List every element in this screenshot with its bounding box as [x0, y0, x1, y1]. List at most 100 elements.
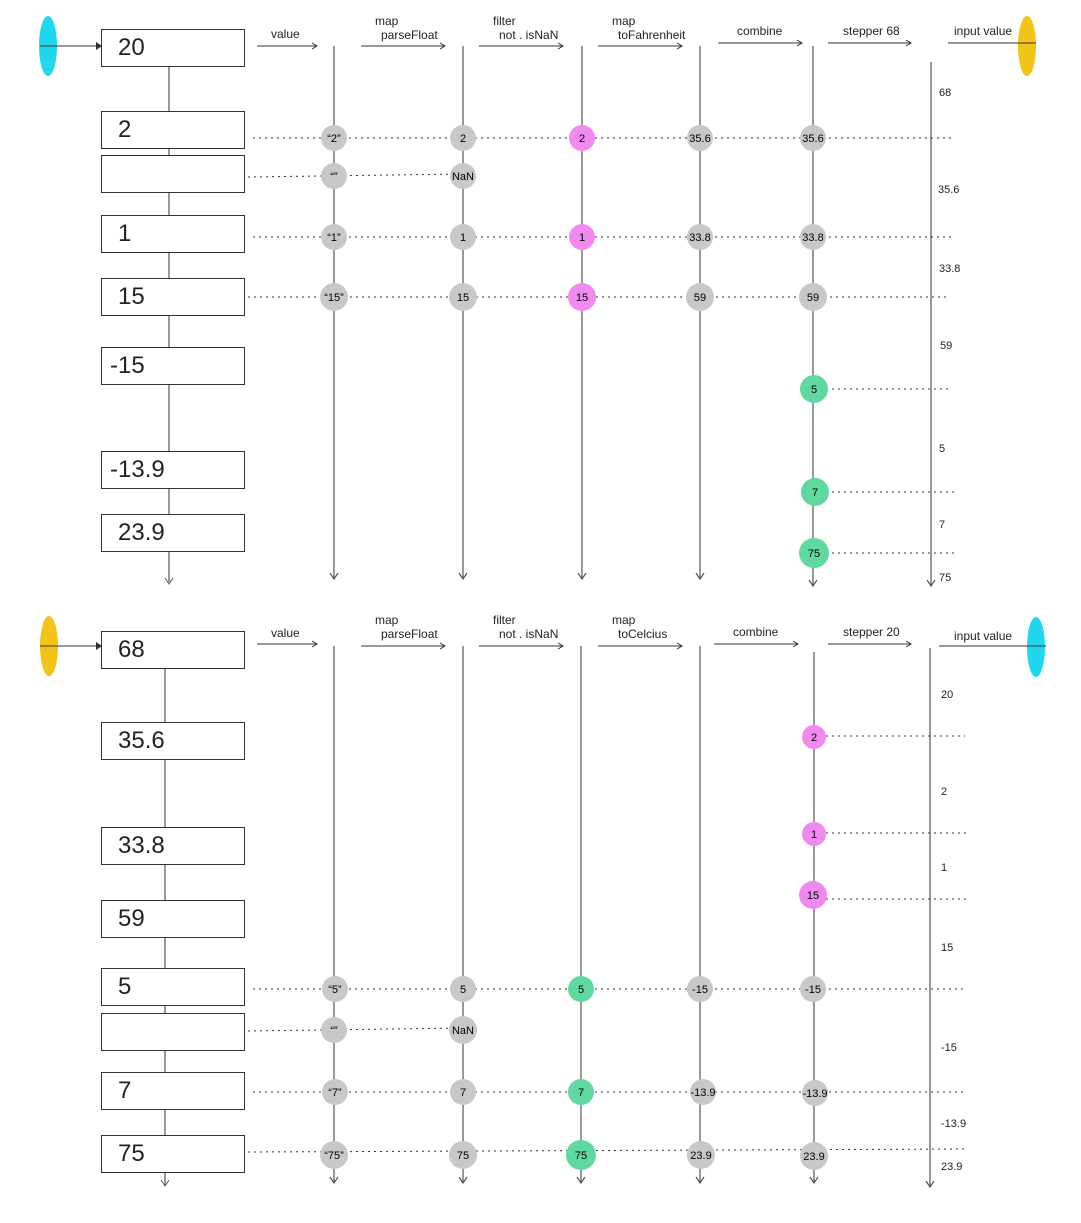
- event-node: -13.9: [690, 1079, 716, 1105]
- input-box[interactable]: 35.6: [101, 722, 245, 760]
- sink-ellipse: [1018, 16, 1036, 76]
- output-label: 15: [941, 942, 954, 954]
- event-node: “”: [321, 163, 347, 189]
- input-box[interactable]: 75: [101, 1135, 245, 1173]
- external-event-node: 7: [801, 478, 829, 506]
- input-box[interactable]: 7: [101, 1072, 245, 1110]
- svg-text:-15: -15: [692, 984, 708, 996]
- svg-text:2: 2: [811, 732, 817, 744]
- event-node: “75”: [320, 1141, 348, 1169]
- input-box[interactable]: 23.9: [101, 514, 245, 552]
- output-label: 20: [941, 689, 954, 701]
- svg-text:NaN: NaN: [452, 171, 474, 183]
- svg-text:-13.9: -13.9: [690, 1087, 715, 1099]
- input-box[interactable]: -15: [101, 347, 245, 385]
- svg-text:75: 75: [808, 548, 820, 560]
- input-box[interactable]: 59: [101, 900, 245, 938]
- output-label: -13.9: [941, 1118, 967, 1130]
- external-event-node: 5: [800, 375, 828, 403]
- svg-text:2: 2: [579, 133, 585, 145]
- svg-text:NaN: NaN: [452, 1025, 474, 1037]
- header-map-title: map: [375, 14, 399, 28]
- input-box[interactable]: 15: [101, 278, 245, 316]
- event-node: 5: [450, 976, 476, 1002]
- svg-text:33.8: 33.8: [802, 232, 823, 244]
- event-node: 23.9: [800, 1142, 828, 1170]
- header-filter-title: filter: [493, 14, 516, 28]
- event-node: 59: [686, 283, 714, 311]
- svg-text:7: 7: [460, 1087, 466, 1099]
- svg-text:-13.9: -13.9: [802, 1088, 827, 1100]
- pipeline-graph: “2” 2 2 35.6 35.6 “” NaN “1” 1 1 33.8 33…: [39, 16, 1036, 588]
- svg-text:15: 15: [576, 292, 588, 304]
- event-node: 15: [568, 283, 596, 311]
- event-node: 2: [569, 125, 595, 151]
- event-node: 2: [450, 125, 476, 151]
- event-node: 75: [449, 1141, 477, 1169]
- svg-text:“7”: “7”: [328, 1087, 342, 1099]
- input-box[interactable]: 1: [101, 215, 245, 253]
- svg-text:75: 75: [575, 1150, 587, 1162]
- event-node: 35.6: [687, 125, 713, 151]
- event-node: 35.6: [800, 125, 826, 151]
- header-value: value: [271, 27, 300, 41]
- header-filter-sub: not . isNaN: [499, 28, 559, 42]
- input-box[interactable]: [101, 1013, 245, 1051]
- stream-lines: [329, 46, 936, 588]
- header-map-title: map: [375, 613, 399, 627]
- svg-text:“2”: “2”: [327, 133, 341, 145]
- event-node: 23.9: [687, 1141, 715, 1169]
- input-box[interactable]: 33.8: [101, 827, 245, 865]
- output-label: 59: [940, 340, 953, 352]
- svg-text:“5”: “5”: [328, 984, 342, 996]
- event-node: NaN: [450, 163, 476, 189]
- header-combine: combine: [733, 625, 779, 639]
- input-box[interactable]: -13.9: [101, 451, 245, 489]
- event-node: 5: [568, 976, 594, 1002]
- svg-text:1: 1: [460, 232, 466, 244]
- event-node: “2”: [321, 125, 347, 151]
- header-output: input value: [954, 629, 1013, 643]
- pipeline-graph: 2 1 15 “5” 5 5 -15 -15 “” NaN “7” 7 7 -1…: [40, 616, 1046, 1189]
- output-label: 75: [939, 572, 952, 584]
- svg-text:5: 5: [578, 984, 584, 996]
- svg-text:1: 1: [579, 232, 585, 244]
- header-combine: combine: [737, 24, 783, 38]
- svg-text:7: 7: [812, 487, 818, 499]
- event-node: NaN: [449, 1016, 477, 1044]
- svg-text:“1”: “1”: [327, 232, 341, 244]
- svg-text:“”: “”: [330, 1025, 338, 1037]
- output-label: 23.9: [941, 1161, 963, 1173]
- event-node: 7: [568, 1079, 594, 1105]
- external-event-node: 75: [799, 538, 829, 568]
- input-box[interactable]: 20: [101, 29, 245, 67]
- external-event-node: 15: [799, 881, 827, 909]
- source-arrowhead: [96, 642, 102, 650]
- header-output: input value: [954, 24, 1013, 38]
- svg-text:“15”: “15”: [324, 292, 344, 304]
- output-label: 68: [939, 87, 952, 99]
- stream-lines: [329, 646, 935, 1189]
- output-label: 35.6: [938, 184, 960, 196]
- header-map2-title: map: [612, 613, 636, 627]
- svg-text:5: 5: [460, 984, 466, 996]
- event-node: “”: [321, 1017, 347, 1043]
- svg-text:7: 7: [578, 1087, 584, 1099]
- output-label: 33.8: [939, 263, 961, 275]
- sink-ellipse: [1027, 617, 1045, 677]
- svg-text:35.6: 35.6: [802, 133, 823, 145]
- event-node: 33.8: [687, 224, 713, 250]
- svg-text:15: 15: [457, 292, 469, 304]
- input-box[interactable]: 2: [101, 111, 245, 149]
- output-label: 7: [939, 519, 946, 531]
- header-stepper: stepper 20: [843, 625, 900, 639]
- event-node: 33.8: [800, 224, 826, 250]
- input-box[interactable]: [101, 155, 245, 193]
- input-box[interactable]: 5: [101, 968, 245, 1006]
- header-map2-sub: toCelcius: [618, 627, 668, 641]
- header-arrows: [257, 39, 912, 50]
- source-arrowhead: [96, 42, 102, 50]
- input-box[interactable]: 68: [101, 631, 245, 669]
- event-node: -15: [687, 976, 713, 1002]
- event-node: 59: [799, 283, 827, 311]
